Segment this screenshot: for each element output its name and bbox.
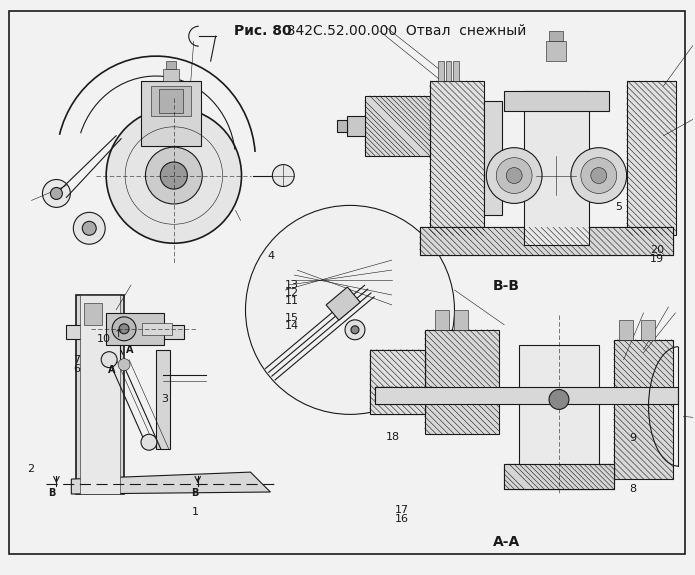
Circle shape (82, 221, 96, 235)
Bar (524, 91, 589, 245)
Circle shape (549, 389, 569, 409)
Text: 17: 17 (394, 504, 409, 515)
Bar (519, 345, 599, 489)
Text: ↑: ↑ (114, 329, 124, 339)
Text: А-А: А-А (493, 535, 520, 549)
Circle shape (571, 148, 627, 204)
Bar (365, 96, 430, 156)
Circle shape (106, 108, 242, 243)
Text: 19: 19 (651, 254, 664, 264)
Circle shape (272, 164, 294, 186)
Bar (619, 320, 632, 340)
Bar (484, 101, 502, 216)
Circle shape (118, 359, 130, 371)
Bar (505, 91, 609, 111)
Circle shape (112, 317, 136, 341)
Circle shape (42, 179, 70, 208)
Circle shape (119, 324, 129, 334)
Bar (326, 287, 360, 320)
Bar (347, 116, 365, 136)
Text: 13: 13 (285, 280, 299, 290)
Bar (425, 330, 499, 434)
Bar (438, 61, 443, 81)
Text: B: B (49, 488, 56, 498)
Text: 14: 14 (285, 321, 300, 331)
Text: 2: 2 (27, 465, 34, 474)
Text: 4: 4 (268, 251, 275, 261)
Bar (159, 89, 183, 113)
Circle shape (74, 212, 105, 244)
Circle shape (161, 162, 188, 189)
Text: B: B (190, 488, 198, 498)
Bar (445, 61, 452, 81)
Polygon shape (72, 472, 270, 494)
Bar (455, 310, 468, 330)
Bar (142, 323, 172, 335)
Bar (453, 61, 459, 81)
Bar (141, 81, 201, 145)
Bar (549, 31, 563, 41)
Bar (420, 56, 673, 255)
Bar (641, 320, 655, 340)
Circle shape (351, 326, 359, 334)
Bar (627, 81, 676, 235)
Bar (420, 227, 673, 255)
Text: 18: 18 (386, 432, 400, 442)
Circle shape (345, 320, 365, 340)
Bar (81, 295, 120, 494)
Circle shape (245, 205, 455, 415)
Text: 15: 15 (285, 313, 299, 323)
Bar (156, 350, 170, 449)
Bar (66, 325, 183, 339)
Text: 1: 1 (192, 507, 199, 518)
Text: 5: 5 (615, 202, 622, 212)
Circle shape (141, 434, 157, 450)
Text: В-В: В-В (493, 279, 520, 293)
Text: 7: 7 (73, 355, 80, 365)
Bar (375, 386, 434, 404)
Bar (370, 350, 425, 415)
Text: A: A (126, 344, 133, 355)
Bar (614, 340, 673, 479)
Bar (163, 69, 179, 81)
Text: 3: 3 (161, 394, 167, 404)
Bar (84, 303, 102, 325)
Circle shape (51, 187, 63, 200)
Circle shape (581, 158, 616, 193)
Bar (375, 386, 678, 404)
Bar (337, 120, 347, 132)
Circle shape (591, 167, 607, 183)
Text: 16: 16 (395, 514, 409, 524)
Text: 8: 8 (629, 485, 636, 494)
Circle shape (145, 147, 202, 204)
Circle shape (496, 158, 532, 193)
Bar (151, 86, 190, 116)
Circle shape (506, 167, 522, 183)
Text: 342С.52.00.000  Отвал  снежный: 342С.52.00.000 Отвал снежный (278, 24, 526, 38)
Text: 20: 20 (651, 245, 664, 255)
Bar (434, 310, 448, 330)
Text: 12: 12 (285, 288, 300, 298)
Text: 9: 9 (629, 433, 636, 443)
Circle shape (101, 352, 117, 367)
Text: 10: 10 (97, 334, 111, 344)
Text: 11: 11 (285, 296, 299, 306)
Bar (106, 313, 164, 345)
Bar (370, 350, 425, 415)
Bar (546, 41, 566, 61)
Text: 6: 6 (73, 364, 80, 374)
Bar (166, 61, 176, 69)
Text: A: A (108, 365, 115, 374)
Circle shape (486, 148, 542, 204)
Bar (430, 81, 484, 235)
Text: Рис. 80: Рис. 80 (234, 24, 292, 38)
Bar (420, 227, 673, 255)
Bar (76, 295, 124, 494)
Bar (505, 464, 614, 489)
Bar (505, 464, 614, 489)
